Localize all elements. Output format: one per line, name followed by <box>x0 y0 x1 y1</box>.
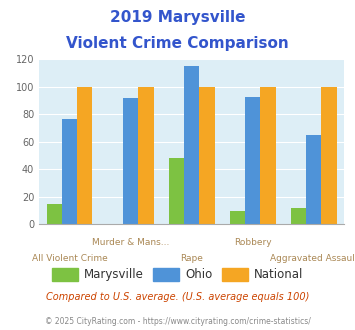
Bar <box>47 204 62 224</box>
Bar <box>291 208 306 224</box>
Bar <box>123 98 138 224</box>
Text: Robbery: Robbery <box>234 238 272 247</box>
Bar <box>184 66 200 224</box>
Text: Compared to U.S. average. (U.S. average equals 100): Compared to U.S. average. (U.S. average … <box>46 292 309 302</box>
Bar <box>169 158 184 224</box>
Bar <box>77 87 92 224</box>
Text: Murder & Mans...: Murder & Mans... <box>92 238 169 247</box>
Text: Rape: Rape <box>180 254 203 263</box>
Bar <box>245 96 261 224</box>
Bar <box>230 211 245 224</box>
Bar <box>306 135 322 224</box>
Bar <box>62 118 77 224</box>
Legend: Marysville, Ohio, National: Marysville, Ohio, National <box>47 263 308 286</box>
Text: Aggravated Assault: Aggravated Assault <box>269 254 355 263</box>
Bar <box>322 87 337 224</box>
Bar <box>200 87 214 224</box>
Text: Violent Crime Comparison: Violent Crime Comparison <box>66 36 289 51</box>
Text: © 2025 CityRating.com - https://www.cityrating.com/crime-statistics/: © 2025 CityRating.com - https://www.city… <box>45 317 310 326</box>
Bar <box>261 87 275 224</box>
Bar <box>138 87 153 224</box>
Text: All Violent Crime: All Violent Crime <box>32 254 108 263</box>
Text: 2019 Marysville: 2019 Marysville <box>110 10 245 25</box>
